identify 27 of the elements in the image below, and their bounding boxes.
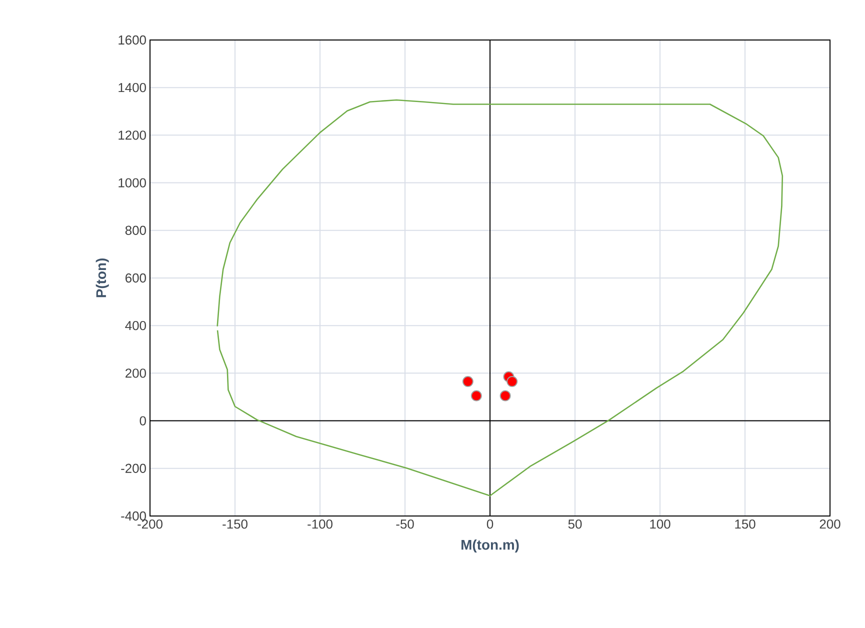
y-tick-label: 400: [125, 320, 146, 330]
point: [470, 390, 482, 402]
x-tick-label: 200: [820, 520, 840, 529]
y-axis-title: P(ton): [96, 258, 109, 298]
y-tick-label: 1600: [118, 35, 146, 45]
x-tick-label: -150: [222, 520, 248, 529]
x-axis-title: M(ton.m): [462, 540, 519, 553]
x-tick-label: -50: [396, 520, 414, 529]
y-tick-label: 1000: [118, 178, 146, 188]
point: [500, 390, 511, 402]
x-tick-label: 150: [735, 520, 756, 529]
x-tick-label: 100: [650, 520, 670, 529]
x-tick-label: -200: [138, 520, 162, 529]
y-tick-label: -200: [121, 464, 146, 473]
point: [506, 376, 518, 388]
y-tick-label: 800: [125, 226, 146, 235]
y-tick-label: -400: [121, 511, 146, 521]
y-tick-label: 1200: [118, 130, 146, 140]
y-tick-label: 600: [126, 273, 146, 283]
y-tick-label: 0: [140, 416, 146, 426]
y-tick-label: 1400: [118, 82, 146, 92]
x-tick-label: 50: [568, 520, 582, 529]
x-tick-label: 0: [486, 520, 494, 529]
line-series: [216, 99, 784, 496]
point: [462, 376, 474, 388]
x-tick-label: -100: [308, 520, 332, 529]
y-tick-label: 200: [126, 368, 146, 378]
